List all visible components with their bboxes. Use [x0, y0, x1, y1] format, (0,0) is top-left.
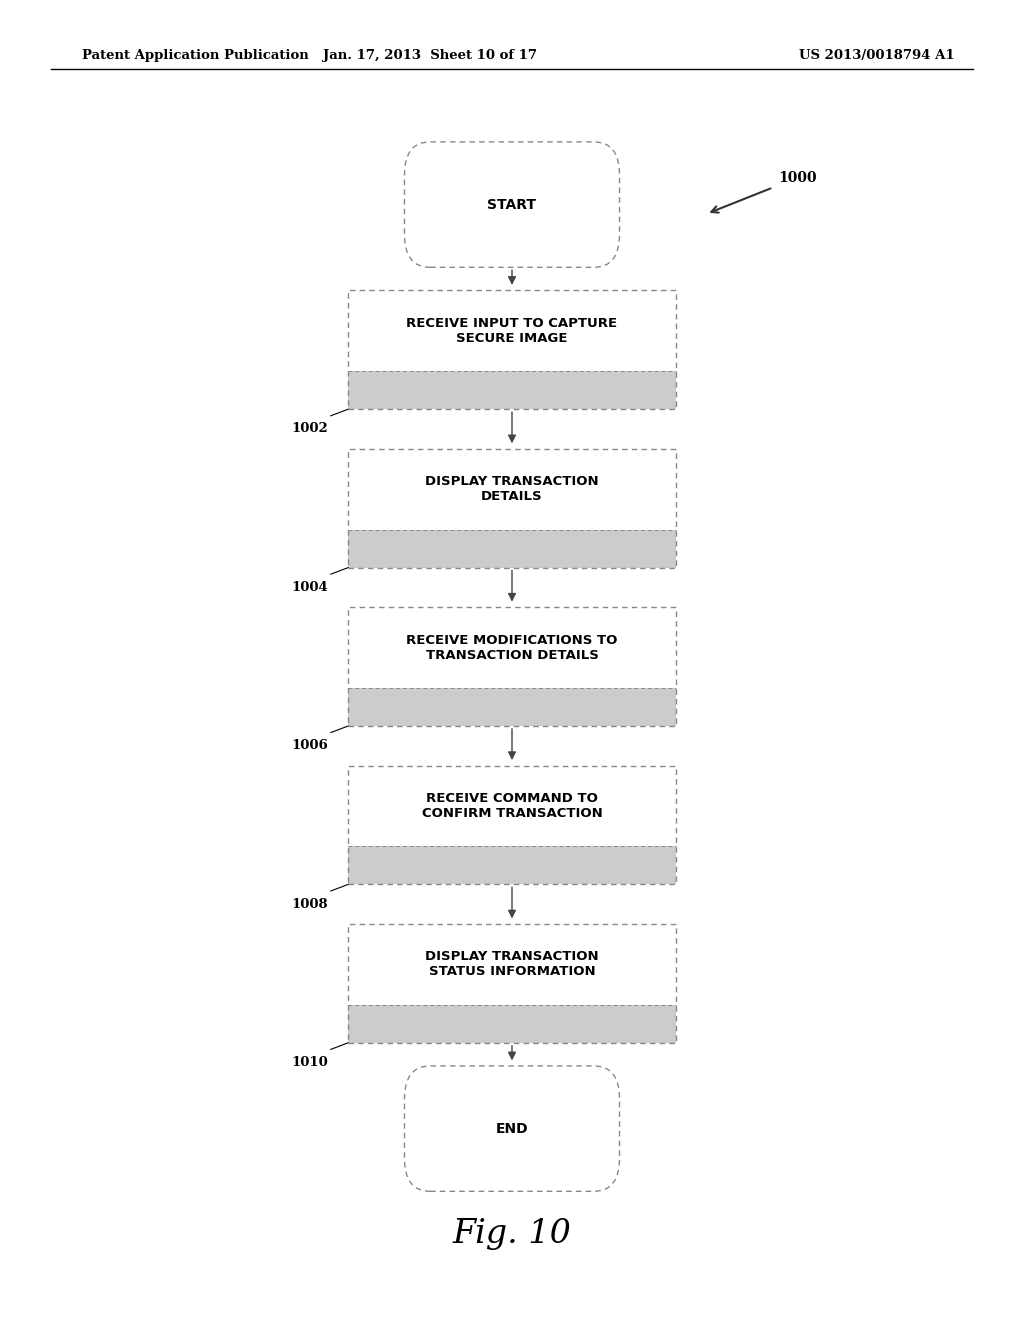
- Text: DISPLAY TRANSACTION
STATUS INFORMATION: DISPLAY TRANSACTION STATUS INFORMATION: [425, 950, 599, 978]
- Bar: [348, 688, 676, 726]
- Text: 1000: 1000: [778, 172, 817, 185]
- Bar: [348, 766, 676, 846]
- Bar: [348, 766, 676, 884]
- Bar: [348, 449, 676, 568]
- Text: Fig. 10: Fig. 10: [453, 1218, 571, 1250]
- Bar: [348, 1005, 676, 1043]
- Bar: [348, 290, 676, 371]
- Bar: [348, 607, 676, 726]
- Text: 1006: 1006: [292, 739, 329, 752]
- Bar: [348, 371, 676, 409]
- Text: 1002: 1002: [292, 422, 329, 436]
- Bar: [348, 924, 676, 1005]
- Bar: [348, 290, 676, 409]
- Text: DISPLAY TRANSACTION
DETAILS: DISPLAY TRANSACTION DETAILS: [425, 475, 599, 503]
- Bar: [348, 924, 676, 1043]
- Text: Jan. 17, 2013  Sheet 10 of 17: Jan. 17, 2013 Sheet 10 of 17: [324, 49, 537, 62]
- Text: US 2013/0018794 A1: US 2013/0018794 A1: [799, 49, 954, 62]
- Bar: [348, 846, 676, 884]
- Bar: [348, 607, 676, 688]
- Text: 1010: 1010: [292, 1056, 329, 1069]
- Text: 1004: 1004: [292, 581, 329, 594]
- FancyBboxPatch shape: [404, 143, 620, 267]
- Text: END: END: [496, 1122, 528, 1135]
- Text: START: START: [487, 198, 537, 211]
- Bar: [348, 529, 676, 568]
- FancyBboxPatch shape: [404, 1067, 620, 1191]
- Text: RECEIVE COMMAND TO
CONFIRM TRANSACTION: RECEIVE COMMAND TO CONFIRM TRANSACTION: [422, 792, 602, 820]
- Text: RECEIVE INPUT TO CAPTURE
SECURE IMAGE: RECEIVE INPUT TO CAPTURE SECURE IMAGE: [407, 317, 617, 345]
- Text: RECEIVE MODIFICATIONS TO
TRANSACTION DETAILS: RECEIVE MODIFICATIONS TO TRANSACTION DET…: [407, 634, 617, 661]
- Text: Patent Application Publication: Patent Application Publication: [82, 49, 308, 62]
- Text: 1008: 1008: [292, 898, 329, 911]
- Bar: [348, 449, 676, 529]
